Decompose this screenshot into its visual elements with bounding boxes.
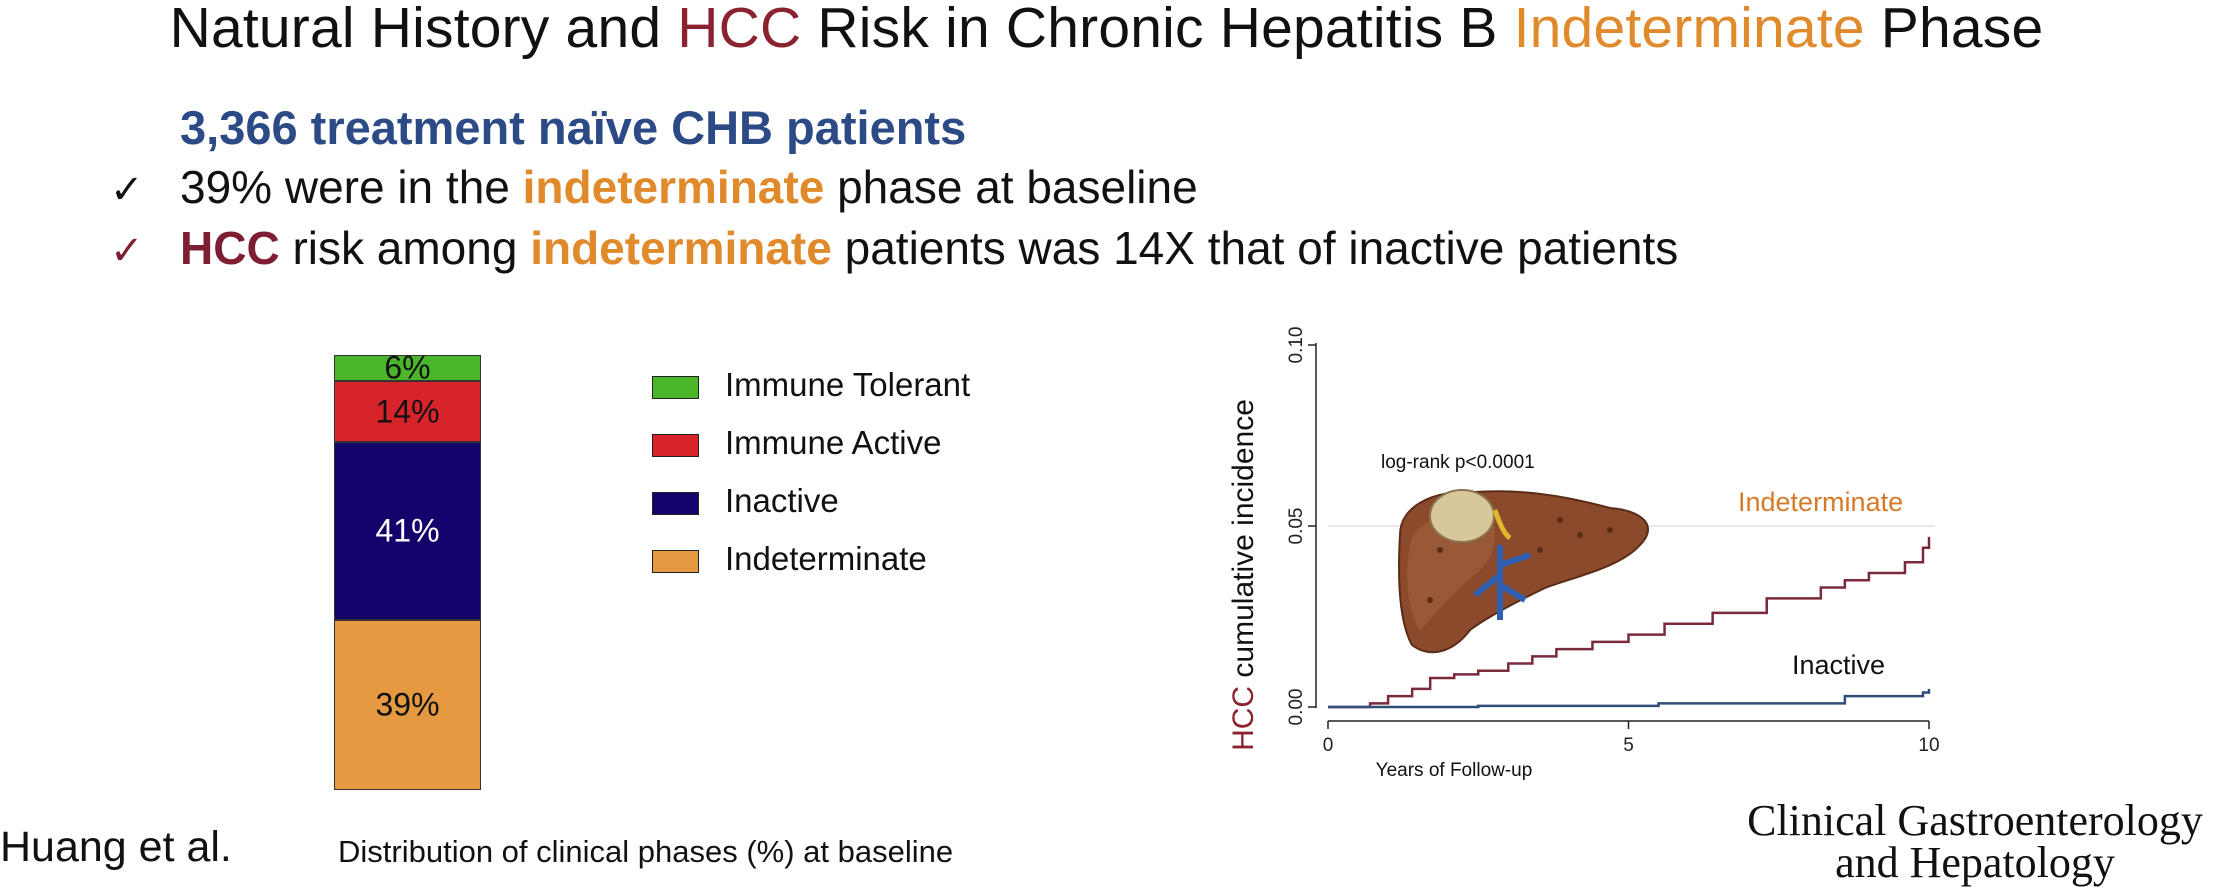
bar-chart-caption: Distribution of clinical phases (%) at b… bbox=[338, 834, 954, 869]
subtitle: 3,366 treatment naïve CHB patients bbox=[180, 101, 967, 154]
km-y-tick-label: 0.10 bbox=[1286, 327, 1307, 364]
bar-segment-indeterminate: 39% bbox=[334, 620, 481, 790]
km-x-tick-label: 10 bbox=[1918, 735, 1939, 756]
bar-data-label: 41% bbox=[375, 512, 440, 549]
km-y-tick-label: 0.00 bbox=[1286, 689, 1307, 726]
author-caption: Huang et al. bbox=[0, 823, 232, 871]
km-y-tick-label: 0.05 bbox=[1286, 508, 1307, 545]
bar-data-label: 6% bbox=[384, 349, 431, 386]
km-chart: 0.00 0.05 0.10 0 5 10 log-rank p<0.0001 Indet… bbox=[1227, 327, 1940, 781]
km-label-indeterminate: Indeterminate bbox=[1738, 487, 1903, 517]
bar-segment-inactive: 41% bbox=[334, 442, 481, 621]
km-xlabel: Years of Follow-up bbox=[1376, 760, 1533, 781]
km-label-inactive: Inactive bbox=[1792, 650, 1885, 680]
legend-swatch bbox=[652, 376, 699, 399]
km-series-indeterminate bbox=[1328, 536, 1931, 709]
km-x-tick-label: 0 bbox=[1323, 735, 1334, 756]
bar-segment-immune-tolerant: 6% bbox=[334, 350, 481, 386]
bullet-2: ✓ HCC risk among indeterminate patients w… bbox=[110, 222, 1679, 274]
bar-segment-immune-active: 14% bbox=[334, 381, 481, 442]
km-x-tick-label: 5 bbox=[1623, 735, 1634, 756]
checkmark-icon: ✓ bbox=[110, 229, 144, 273]
journal-logo: Clinical Gastroenterology and Hepatology bbox=[1747, 796, 2203, 887]
bar-data-label: 39% bbox=[375, 686, 440, 723]
title-indeterminate: Indeterminate bbox=[1513, 0, 1865, 60]
legend-swatch bbox=[652, 492, 699, 515]
checkmark-icon: ✓ bbox=[110, 168, 144, 212]
page-title: Natural History and HCC Risk in Chronic … bbox=[0, 0, 2213, 57]
km-annotation: log-rank p<0.0001 bbox=[1381, 452, 1535, 473]
bullet-1: ✓ 39% were in the indeterminate phase at … bbox=[110, 161, 1198, 213]
title-hcc: HCC bbox=[677, 0, 802, 60]
km-series-inactive bbox=[1328, 688, 1931, 709]
liver-illustration bbox=[1398, 489, 1650, 654]
stacked-bar-chart: 39% 41% 14% 6% bbox=[334, 350, 483, 792]
legend-swatch bbox=[652, 434, 699, 457]
bar-data-label: 14% bbox=[375, 393, 440, 430]
legend-swatch bbox=[652, 550, 699, 573]
km-ylabel: HCC cumulative incidence bbox=[1227, 399, 1260, 751]
